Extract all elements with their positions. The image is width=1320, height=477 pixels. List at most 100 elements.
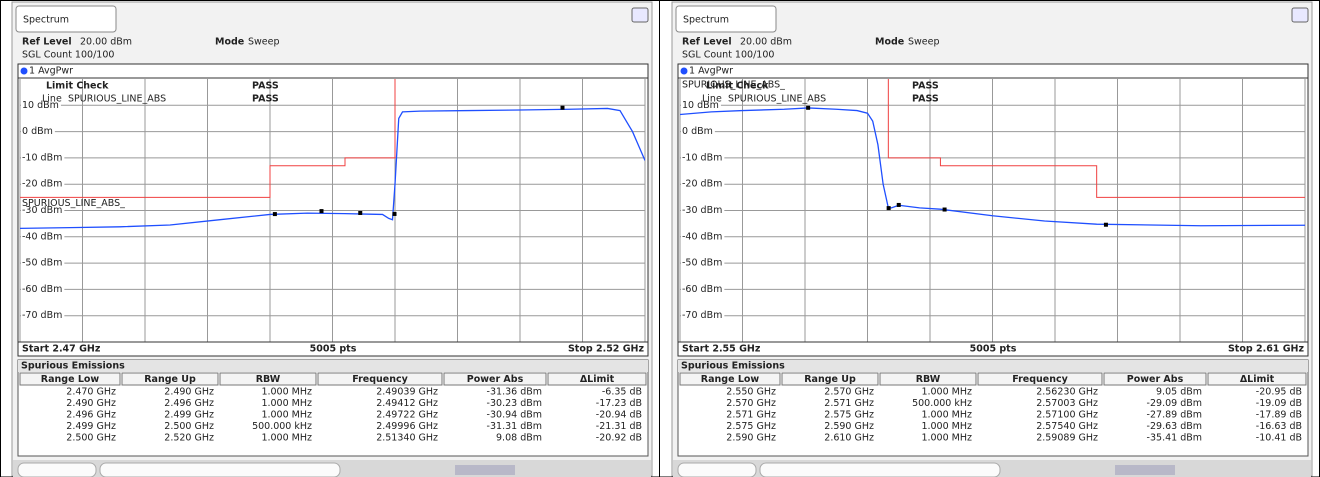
- table-cell: 2.590 GHz: [726, 433, 776, 444]
- table-cell: 2.57100 GHz: [1036, 410, 1098, 421]
- mode: Sweep: [908, 37, 940, 48]
- marker: [942, 207, 947, 212]
- table-cell: 2.49039 GHz: [376, 387, 438, 398]
- table-cell: 2.500 GHz: [164, 421, 214, 432]
- menu-icon: [631, 7, 649, 23]
- header-cell-text: RBW: [916, 374, 941, 385]
- table-cell: -19.09 dB: [1256, 398, 1302, 409]
- header-cell: [19, 372, 121, 386]
- header-cell-text: Range Low: [701, 374, 760, 385]
- status-pill: [17, 462, 97, 477]
- header-cell-text: Frequency: [352, 374, 408, 385]
- table-cell: -10.41 dB: [1256, 433, 1302, 444]
- header-cell: [1103, 372, 1207, 386]
- table-cell: -16.63 dB: [1256, 421, 1302, 432]
- footer-bar: [17, 341, 649, 357]
- table-cell: -17.23 dB: [596, 398, 642, 409]
- y-tick-label: -40 dBm: [682, 231, 722, 242]
- stop: Stop 2.61 GHz: [1228, 344, 1305, 355]
- y-tick-label: 0 dBm: [22, 126, 53, 137]
- table-cell: 2.49722 GHz: [376, 410, 438, 421]
- table-cell: -20.94 dB: [596, 410, 642, 421]
- marker: [896, 202, 901, 207]
- tick-label-bg: [21, 283, 65, 296]
- y-tick-label: -50 dBm: [22, 258, 62, 269]
- limit-line-result: PASS: [912, 94, 939, 105]
- table-cell: 1.000 MHz: [921, 433, 972, 444]
- sgl-count: SGL Count 100/100: [682, 50, 774, 61]
- trace-line: [680, 107, 1305, 227]
- limit-line: [887, 79, 1305, 198]
- tick-label-bg: [681, 309, 725, 322]
- table-cell: 2.57003 GHz: [1036, 398, 1098, 409]
- table-cell: 2.59089 GHz: [1036, 433, 1098, 444]
- limit-check-result: PASS: [912, 81, 939, 92]
- table-cell: 2.550 GHz: [726, 387, 776, 398]
- header-cell-text: ΔLimit: [580, 374, 615, 385]
- table-cell: 9.05 dBm: [1156, 387, 1202, 398]
- status-pill: [677, 462, 757, 477]
- y-tick-label: -30 dBm: [22, 205, 62, 216]
- table-cell: 1.000 MHz: [261, 398, 312, 409]
- table-cell: 2.571 GHz: [824, 398, 874, 409]
- table-cell: 2.57540 GHz: [1036, 421, 1098, 432]
- trace-dot: [20, 67, 28, 75]
- y-tick-label: 10 dBm: [682, 100, 719, 111]
- status-indicator: [1115, 465, 1175, 475]
- tick-label-bg: [681, 283, 725, 296]
- tick-label-bg: [681, 230, 725, 243]
- marker: [358, 210, 363, 215]
- table-cell: 1.000 MHz: [921, 421, 972, 432]
- marker: [319, 209, 324, 214]
- table-cell: -31.31 dBm: [487, 421, 542, 432]
- table-cell: 2.496 GHz: [164, 398, 214, 409]
- table-cell: -27.89 dBm: [1147, 410, 1202, 421]
- trace-label: 1 AvgPwr: [689, 66, 733, 77]
- header-cell-text: Frequency: [1012, 374, 1068, 385]
- table-cell: 1.000 MHz: [261, 433, 312, 444]
- table-cell: 2.499 GHz: [66, 421, 116, 432]
- tab-label: Spectrum: [683, 15, 729, 26]
- y-tick-label: 0 dBm: [682, 126, 713, 137]
- header-cell-text: Range Up: [804, 374, 856, 385]
- table-cell: -20.92 dB: [596, 433, 642, 444]
- trace-line: [20, 107, 645, 230]
- table-cell: -30.23 dBm: [487, 398, 542, 409]
- tab: [675, 5, 777, 33]
- header-cell-text: RBW: [256, 374, 281, 385]
- y-tick-label: -30 dBm: [682, 205, 722, 216]
- marker: [560, 105, 565, 110]
- table-cell: 2.490 GHz: [164, 387, 214, 398]
- mode-label: Mode: [875, 37, 904, 48]
- table-cell: 500.000 kHz: [252, 421, 312, 432]
- sgl-count: SGL Count 100/100: [22, 50, 114, 61]
- y-tick-label: -10 dBm: [682, 152, 722, 163]
- points: 5005 pts: [970, 344, 1017, 355]
- tick-label-bg: [21, 230, 65, 243]
- marker: [392, 211, 397, 216]
- plot-clip: [680, 79, 1305, 227]
- header-cell-text: Power Abs: [1127, 374, 1184, 385]
- tick-label-bg: [681, 125, 715, 138]
- status-pill: [759, 462, 1001, 477]
- table-cell: 9.08 dBm: [496, 433, 542, 444]
- stop: Stop 2.52 GHz: [568, 344, 645, 355]
- table-cell: -29.09 dBm: [1147, 398, 1202, 409]
- header-cell: [1207, 372, 1307, 386]
- table-cell: -30.94 dBm: [487, 410, 542, 421]
- table-cell: -29.63 dBm: [1147, 421, 1202, 432]
- table-cell: 2.470 GHz: [66, 387, 116, 398]
- tick-label-bg: [21, 125, 55, 138]
- table-cell: -6.35 dB: [602, 387, 642, 398]
- table-cell: 2.49412 GHz: [376, 398, 438, 409]
- header-cell: [317, 372, 443, 386]
- header-cell: [977, 372, 1103, 386]
- tick-label-bg: [21, 178, 65, 191]
- tick-label-bg: [21, 257, 65, 270]
- limit-line-tag: SPURIOUS_LINE_ABS_: [682, 80, 785, 91]
- header-cell: [547, 372, 647, 386]
- table-cell: 1.000 MHz: [921, 410, 972, 421]
- table-cell: 2.520 GHz: [164, 433, 214, 444]
- limit-line: [20, 79, 396, 198]
